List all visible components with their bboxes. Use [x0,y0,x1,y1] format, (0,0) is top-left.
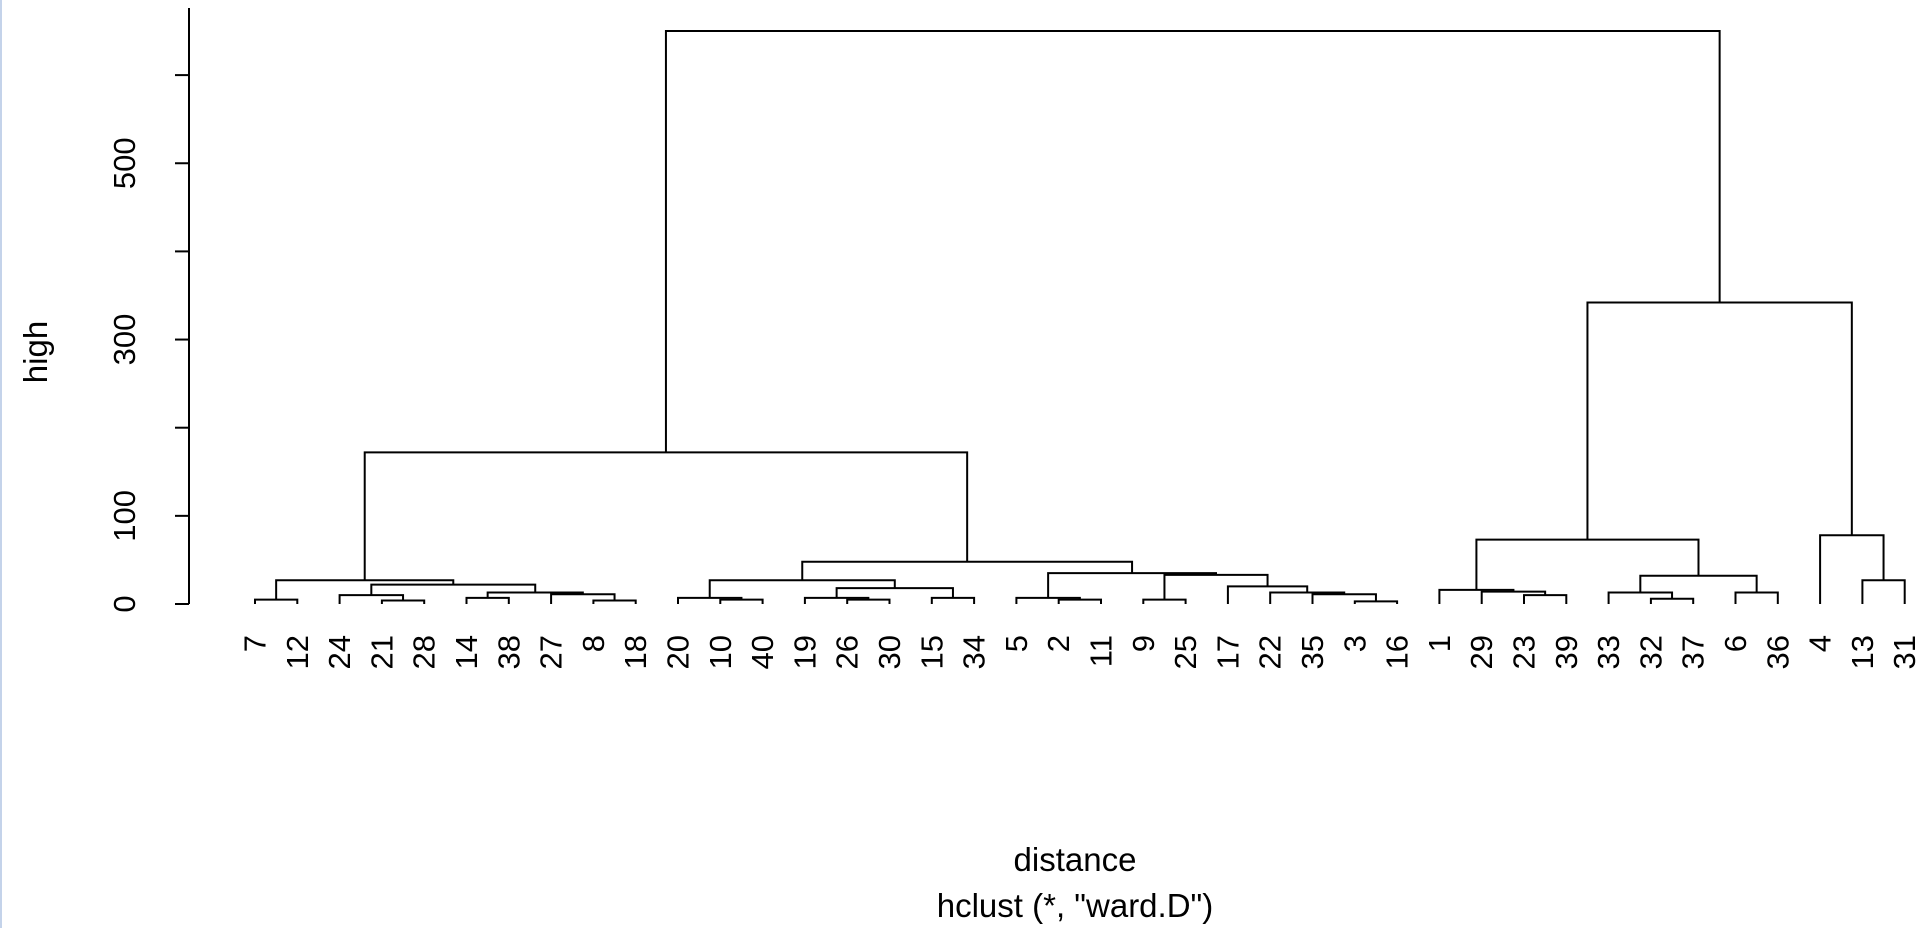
leaf-label: 8 [576,635,611,652]
dendrogram-branch [1639,574,1758,593]
leaf-label: 21 [364,635,399,669]
dendrogram-branch [1163,573,1269,600]
dendrogram-branch [719,598,764,604]
leaf-labels: 7 12 24 21 28 14 38 27 8 18 20 10 40 19 26 30 15 34 5 2 11 9 2… [238,635,1923,669]
x-axis-title: distance [1014,841,1137,878]
leaf-label: 26 [830,635,865,669]
dendrogram-branch [486,591,584,598]
leaf-label: 38 [491,635,526,669]
leaf-label: 15 [914,635,949,669]
leaf-label: 11 [1084,635,1119,667]
dendrogram-branch [930,596,976,604]
leaf-label: 17 [1210,635,1245,669]
dendrogram-branch [1269,591,1346,604]
leaf-label: 19 [787,635,822,669]
leaf-label: 10 [703,635,738,669]
dendrogram-branch [275,579,455,600]
dendrogram-branch [1015,596,1081,604]
dendrogram-branch [465,596,510,604]
y-tick-label: 300 [107,314,142,366]
dendrogram-branch [370,583,537,596]
leaf-label: 36 [1760,635,1795,669]
leaf-label: 14 [449,635,484,669]
leaf-label: 37 [1676,635,1711,669]
leaf-label: 27 [534,635,569,669]
leaf-label: 29 [1464,635,1499,669]
leaf-label: 7 [238,635,273,652]
leaf-label: 5 [999,635,1034,652]
leaf-label: 39 [1549,635,1584,669]
dendrogram-branch [1047,572,1217,598]
leaf-label: 18 [618,635,653,669]
dendrogram-branch [1057,598,1102,604]
plot-subtitle: hclust (*, "ward.D") [937,887,1214,924]
leaf-label: 32 [1633,635,1668,669]
leaf-label: 12 [280,635,315,669]
dendrogram-tree [254,30,1906,604]
dendrogram-branch [1475,538,1700,590]
dendrogram-branch [1861,579,1906,604]
dendrogram-branch [677,596,743,604]
leaf-label: 2 [1041,635,1076,652]
leaf-label: 4 [1803,635,1838,652]
y-tick-label: 500 [107,137,142,189]
dendrogram-branch [1480,590,1547,604]
y-tick-label: 0 [107,595,142,612]
leaf-label: 1 [1422,635,1457,652]
dendrogram-branch [1353,600,1399,604]
dendrogram-branch [380,599,426,604]
leaf-label: 30 [872,635,907,669]
dendrogram-branch [1734,591,1779,604]
dendrogram-branch [846,598,891,604]
leaf-label: 23 [1507,635,1542,669]
leaf-label: 20 [661,635,696,669]
leaf-label: 22 [1253,635,1288,669]
y-axis: 0 100 300 500 [107,8,190,613]
dendrogram-branch [708,579,896,598]
leaf-label: 6 [1718,635,1753,652]
dendrogram-branch [1819,534,1885,604]
dendrogram-branch [254,598,299,604]
leaf-label: 40 [745,635,780,669]
leaf-label: 13 [1845,635,1880,669]
dendrogram-branch [801,560,1134,581]
dendrogram-branch [1523,594,1568,604]
dendrogram-branch [1311,593,1377,604]
leaf-label: 34 [957,635,992,669]
leaf-label: 9 [1126,635,1161,652]
y-axis-title: high [17,321,54,383]
dendrogram-branch [1226,585,1309,604]
dendrogram-branch [550,593,616,604]
leaf-label: 28 [407,635,442,669]
dendrogram-branch [1649,597,1695,604]
leaf-label: 33 [1591,635,1626,669]
dendrogram-branch [664,30,1721,453]
y-tick-label: 100 [107,490,142,542]
dendrogram-branch [835,587,954,598]
dendrogram-branch [1142,598,1187,604]
leaf-label: 16 [1380,635,1415,669]
leaf-label: 31 [1887,635,1922,669]
leaf-label: 24 [322,635,357,669]
dendrogram-branch [592,599,637,604]
leaf-label: 3 [1337,635,1372,652]
dendrogram-branch [1607,591,1674,604]
dendrogram-branch [803,596,870,604]
leaf-label: 25 [1168,635,1203,669]
dendrogram-branch [1586,301,1853,540]
leaf-label: 35 [1295,635,1330,669]
